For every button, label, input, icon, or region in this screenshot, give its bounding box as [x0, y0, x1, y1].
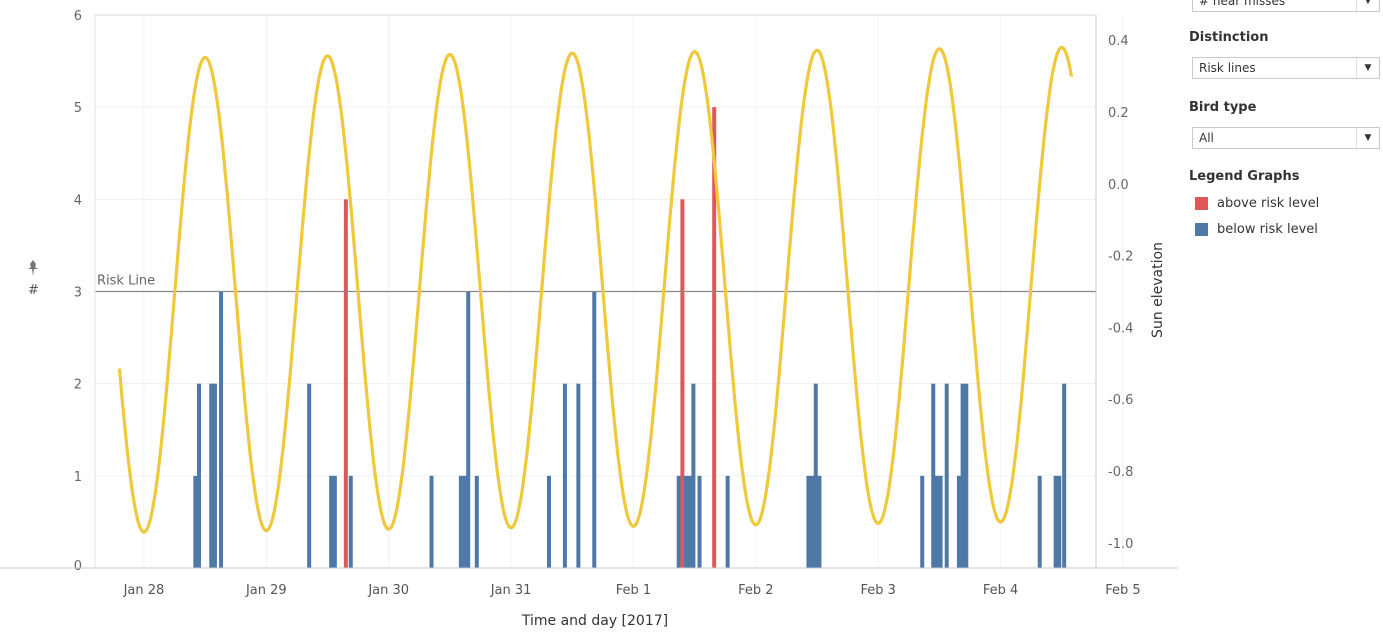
chevron-down-icon[interactable]: ▼	[1356, 0, 1379, 11]
legend-label-below: below risk level	[1217, 222, 1318, 237]
bar-below[interactable]	[806, 475, 811, 568]
x-tick-label: Jan 28	[123, 583, 165, 598]
bar-below[interactable]	[193, 475, 198, 568]
y-tick-label: 0	[74, 559, 82, 574]
y2-tick-label: 0.2	[1108, 106, 1129, 121]
bar-below[interactable]	[956, 475, 961, 568]
bar-below[interactable]	[684, 475, 689, 568]
bar-below[interactable]	[817, 475, 822, 568]
y2-tick-label: -0.2	[1108, 250, 1133, 265]
bar-below[interactable]	[1053, 475, 1058, 568]
y-axis-title: #	[28, 283, 39, 298]
bar-below[interactable]	[462, 475, 467, 568]
bar-below[interactable]	[474, 475, 479, 568]
bar-below[interactable]	[219, 291, 224, 569]
measure-dropdown-value: # near misses	[1199, 0, 1286, 8]
bar-below[interactable]	[691, 383, 696, 568]
bar-below[interactable]	[944, 383, 949, 568]
legend-swatch-below	[1195, 223, 1208, 236]
risk-line-label: Risk Line	[97, 274, 155, 289]
bar-below[interactable]	[329, 475, 334, 568]
bar-below[interactable]	[960, 383, 965, 568]
bar-below[interactable]	[813, 383, 818, 568]
x-tick-label: Jan 29	[245, 583, 287, 598]
bar-below[interactable]	[197, 383, 202, 568]
bird-type-title: Bird type	[1189, 100, 1257, 115]
measure-dropdown[interactable]: # near misses ▼	[1192, 0, 1380, 12]
bar-below[interactable]	[209, 383, 214, 568]
y-tick-label: 3	[74, 286, 82, 301]
x-tick-label: Feb 1	[616, 583, 651, 598]
y2-tick-label: -0.8	[1108, 465, 1133, 480]
distinction-dropdown-value: Risk lines	[1199, 61, 1256, 75]
legend-label-above: above risk level	[1217, 196, 1320, 211]
bar-below[interactable]	[810, 475, 815, 568]
y-tick-label: 1	[74, 470, 82, 485]
y-tick-label: 5	[74, 101, 82, 116]
x-tick-label: Feb 5	[1105, 583, 1140, 598]
bar-below[interactable]	[332, 475, 337, 568]
distinction-title: Distinction	[1189, 30, 1269, 45]
bar-below[interactable]	[348, 475, 353, 568]
y-tick-label: 6	[74, 9, 82, 24]
x-tick-label: Jan 31	[490, 583, 532, 598]
x-axis-title: Time and day [2017]	[521, 613, 668, 629]
bar-above[interactable]	[680, 199, 685, 569]
bar-below[interactable]	[931, 383, 936, 568]
x-tick-label: Jan 30	[367, 583, 409, 598]
legend-swatch-above	[1195, 197, 1208, 210]
y-tick-label: 4	[74, 193, 82, 208]
bar-below[interactable]	[576, 383, 581, 568]
bar-below[interactable]	[697, 475, 702, 568]
chevron-down-icon[interactable]: ▼	[1356, 58, 1379, 78]
x-tick-label: Feb 4	[983, 583, 1018, 598]
bar-above[interactable]	[343, 199, 348, 569]
x-tick-label: Feb 3	[860, 583, 895, 598]
pin-icon[interactable]	[26, 260, 40, 276]
y2-tick-label: 0.0	[1108, 178, 1129, 193]
bar-below[interactable]	[458, 475, 463, 568]
bar-above[interactable]	[712, 107, 717, 569]
bar-below[interactable]	[1037, 475, 1042, 568]
bar-below[interactable]	[212, 383, 217, 568]
sun-elevation-line	[117, 45, 1074, 534]
y-tick-label: 2	[74, 378, 82, 393]
bar-below[interactable]	[725, 475, 730, 568]
bar-below[interactable]	[687, 475, 692, 568]
distinction-dropdown[interactable]: Risk lines ▼	[1192, 57, 1380, 79]
bird-type-dropdown-value: All	[1199, 131, 1214, 145]
bar-below[interactable]	[307, 383, 312, 568]
bar-below[interactable]	[466, 291, 471, 569]
bar-below[interactable]	[938, 475, 943, 568]
bar-below[interactable]	[934, 475, 939, 568]
bar-below[interactable]	[920, 475, 925, 568]
bird-type-dropdown[interactable]: All ▼	[1192, 127, 1380, 149]
chevron-down-icon[interactable]: ▼	[1356, 128, 1379, 148]
y2-tick-label: -1.0	[1108, 537, 1133, 552]
bar-series	[193, 107, 1067, 569]
bar-below[interactable]	[592, 291, 597, 569]
y2-axis-title: Sun elevation	[1150, 242, 1166, 338]
axes: 0 1 2 3 4 5 6 Jan 28 Jan 29 Jan 30 Jan 31 Feb 1 Feb …	[0, 9, 1178, 598]
bar-below[interactable]	[562, 383, 567, 568]
y2-tick-label: 0.4	[1108, 34, 1129, 49]
bar-below[interactable]	[1062, 383, 1067, 568]
bar-below[interactable]	[676, 475, 681, 568]
bar-below[interactable]	[964, 383, 969, 568]
x-tick-label: Feb 2	[738, 583, 773, 598]
bar-below[interactable]	[546, 475, 551, 568]
bar-below[interactable]	[1057, 475, 1062, 568]
bar-below[interactable]	[429, 475, 434, 568]
legend-title: Legend Graphs	[1189, 169, 1300, 184]
y2-tick-label: -0.6	[1108, 393, 1133, 408]
y2-tick-label: -0.4	[1108, 321, 1133, 336]
